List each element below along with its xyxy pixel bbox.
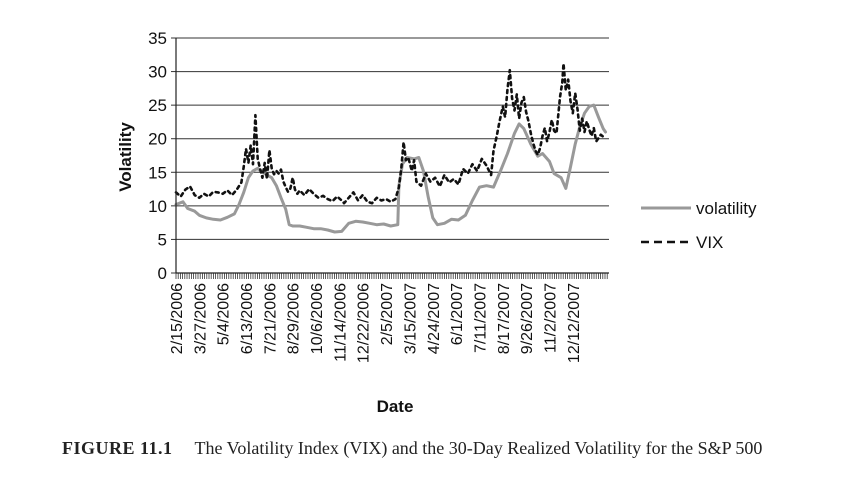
x-tick-label: 7/21/2006 <box>262 283 279 354</box>
y-tick-label: 25 <box>148 96 167 115</box>
x-tick-label: 6/13/2006 <box>239 283 256 354</box>
x-tick-label: 5/4/2006 <box>216 283 233 345</box>
x-tick-label: 12/22/2006 <box>356 283 373 363</box>
x-tick-label: 4/24/2007 <box>426 283 443 354</box>
x-tick-label: 3/15/2007 <box>402 283 419 354</box>
x-tick-label: 7/11/2007 <box>473 283 490 353</box>
figure-label: FIGURE 11.1 <box>62 438 173 458</box>
legend-label-volatility: volatility <box>696 199 757 218</box>
x-tick-label: 8/17/2007 <box>496 283 513 354</box>
figure-caption-text: The Volatility Index (VIX) and the 30-Da… <box>194 438 763 458</box>
x-tick-labels: 2/15/2006 3/27/2006 5/4/2006 6/13/2006 7/21/… <box>169 283 583 363</box>
y-tick-label: 30 <box>148 63 167 82</box>
figure-caption: FIGURE 11.1 The Volatility Index (VIX) an… <box>62 436 822 460</box>
y-tick-label: 35 <box>148 29 167 48</box>
x-tick-marks <box>175 273 608 279</box>
series-line-vix <box>174 62 607 205</box>
y-tick-labels: 0 5 10 15 20 25 30 35 <box>148 29 167 283</box>
legend-label-vix: VIX <box>696 233 723 252</box>
x-tick-label: 2/15/2006 <box>169 283 186 354</box>
x-axis-title: Date <box>377 397 414 416</box>
x-tick-label: 3/27/2006 <box>192 283 209 354</box>
y-tick-label: 15 <box>148 163 167 182</box>
gridlines <box>171 37 609 274</box>
x-tick-label: 10/6/2006 <box>309 283 326 354</box>
y-axis-title: Volatility <box>116 122 135 192</box>
y-tick-label: 5 <box>158 230 167 249</box>
x-tick-label: 8/29/2006 <box>286 283 303 354</box>
x-tick-label: 12/12/2007 <box>566 283 583 363</box>
legend: volatility VIX <box>641 199 757 252</box>
y-tick-label: 10 <box>148 197 167 216</box>
y-tick-label: 20 <box>148 130 167 149</box>
x-tick-label: 11/14/2006 <box>332 283 349 362</box>
x-tick-label: 9/26/2007 <box>519 283 536 354</box>
x-tick-label: 6/1/2007 <box>449 283 466 345</box>
chart: 0 5 10 15 20 25 30 35 2/15/2006 3/27/2006 5/4/200… <box>116 29 757 416</box>
x-tick-label: 11/2/2007 <box>543 283 560 353</box>
y-tick-label: 0 <box>158 264 167 283</box>
series-lines <box>174 62 607 234</box>
x-tick-label: 2/5/2007 <box>379 283 396 345</box>
series-line-volatility <box>174 103 607 234</box>
